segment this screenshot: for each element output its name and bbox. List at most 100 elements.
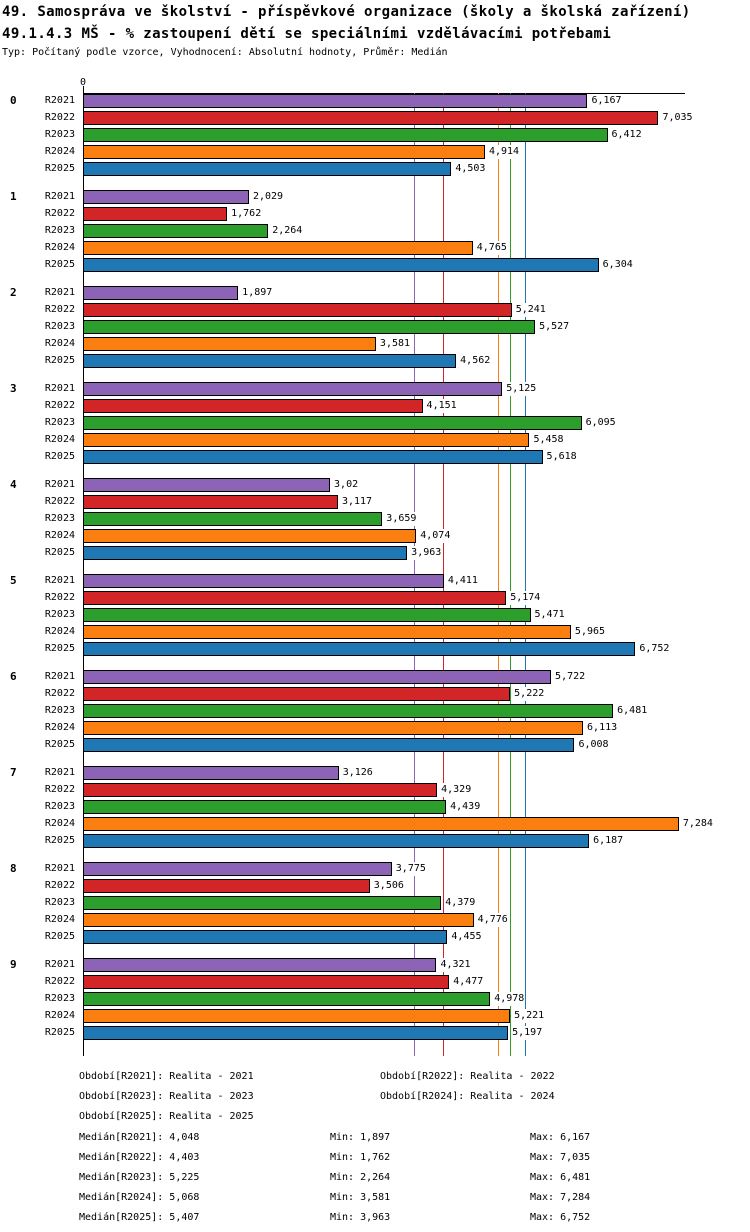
bar-value-label: 5,458 (532, 433, 565, 447)
series-tick-label: R2023 (44, 129, 75, 140)
series-tick-label: R2025 (44, 259, 75, 270)
bar-value-label: 6,481 (616, 704, 649, 718)
bar-value-label: 3,659 (385, 512, 418, 526)
bar-value-label: 4,914 (487, 145, 521, 159)
bar-chart: 0 0 R2021 6,167 R2022 7,035 R2023 6,412 R2024 4,… (10, 77, 714, 1056)
bar-7-r2021 (83, 766, 339, 780)
series-tick-label: R2024 (44, 338, 75, 349)
group-label-3: 3 (10, 382, 17, 395)
axis-origin-label: 0 (79, 77, 87, 88)
bar-8-r2021 (83, 862, 392, 876)
bar-value-label: 4,562 (459, 354, 492, 368)
page-subtitle: Typ: Počítaný podle vzorce, Vyhodnocení:… (2, 47, 448, 58)
bar-value-label: 4,477 (452, 975, 485, 989)
bar-value-label: 4,074 (419, 529, 452, 543)
bar-3-r2025 (83, 450, 543, 464)
bar-value-label: 6,008 (577, 738, 610, 752)
legend-median-r2025: Medián[R2025]: 5,407 (79, 1212, 200, 1223)
bar-0-r2024 (83, 145, 485, 159)
series-tick-label: R2024 (44, 242, 75, 253)
bar-9-r2025 (83, 1026, 509, 1040)
legend-period-r2022: Období[R2022]: Realita - 2022 (380, 1071, 555, 1082)
bar-value-label: 5,221 (513, 1009, 546, 1023)
bar-4-r2025 (83, 546, 408, 560)
bar-value-label: 6,412 (610, 128, 643, 142)
bar-5-r2024 (83, 625, 571, 639)
series-tick-label: R2021 (44, 767, 75, 778)
bar-value-label: 7,035 (661, 111, 694, 125)
bar-3-r2023 (83, 416, 582, 430)
legend-max-r2021: Max: 6,167 (530, 1132, 591, 1143)
series-tick-label: R2024 (44, 914, 75, 925)
bar-value-label: 6,095 (584, 416, 617, 430)
bar-7-r2022 (83, 783, 438, 797)
bar-3-r2022 (83, 399, 423, 413)
bar-6-r2023 (83, 704, 614, 718)
bar-7-r2025 (83, 834, 590, 848)
bar-value-label: 3,02 (333, 478, 360, 492)
bar-6-r2021 (83, 670, 552, 684)
bar-2-r2022 (83, 303, 512, 317)
legend-max-r2023: Max: 6,481 (530, 1172, 591, 1183)
series-tick-label: R2023 (44, 417, 75, 428)
series-tick-label: R2023 (44, 705, 75, 716)
bar-4-r2024 (83, 529, 417, 543)
bar-7-r2023 (83, 800, 447, 814)
series-tick-label: R2022 (44, 400, 75, 411)
series-tick-label: R2022 (44, 208, 75, 219)
series-tick-label: R2025 (44, 931, 75, 942)
bar-value-label: 3,506 (372, 879, 405, 893)
group-label-2: 2 (10, 286, 17, 299)
legend-max-r2022: Max: 7,035 (530, 1152, 591, 1163)
bar-value-label: 5,197 (511, 1026, 544, 1040)
bar-1-r2024 (83, 241, 473, 255)
bar-value-label: 3,963 (410, 546, 443, 560)
bar-value-label: 4,978 (493, 992, 526, 1006)
bar-value-label: 6,167 (590, 94, 623, 108)
bar-value-label: 2,029 (251, 190, 285, 204)
bar-value-label: 5,722 (554, 670, 587, 684)
legend-min-r2022: Min: 1,762 (330, 1152, 391, 1163)
series-tick-label: R2024 (44, 818, 75, 829)
bar-0-r2021 (83, 94, 588, 108)
bar-5-r2023 (83, 608, 531, 622)
series-tick-label: R2024 (44, 626, 75, 637)
legend-median-r2023: Medián[R2023]: 5,225 (79, 1172, 200, 1183)
median-line-r2025 (525, 93, 527, 1056)
series-tick-label: R2023 (44, 513, 75, 524)
series-tick-label: R2022 (44, 688, 75, 699)
series-tick-label: R2024 (44, 146, 75, 157)
bar-3-r2024 (83, 433, 530, 447)
series-tick-label: R2023 (44, 897, 75, 908)
series-tick-label: R2022 (44, 976, 75, 987)
bar-8-r2024 (83, 913, 474, 927)
legend-median-r2021: Medián[R2021]: 4,048 (79, 1132, 200, 1143)
bar-2-r2023 (83, 320, 536, 334)
bar-9-r2021 (83, 958, 437, 972)
series-tick-label: R2025 (44, 739, 75, 750)
bar-2-r2025 (83, 354, 457, 368)
series-tick-label: R2023 (44, 225, 75, 236)
series-tick-label: R2025 (44, 835, 75, 846)
bar-value-label: 1,897 (241, 286, 274, 300)
series-tick-label: R2021 (44, 575, 75, 586)
page-title-line2: 49.1.4.3 MŠ - % zastoupení dětí se speci… (2, 26, 612, 42)
series-tick-label: R2022 (44, 880, 75, 891)
series-tick-label: R2025 (44, 451, 75, 462)
series-tick-label: R2025 (44, 163, 75, 174)
bar-9-r2023 (83, 992, 491, 1006)
bar-value-label: 4,776 (476, 913, 509, 927)
bar-8-r2022 (83, 879, 370, 893)
median-line-r2024 (497, 93, 499, 1056)
legend-median-r2022: Medián[R2022]: 4,403 (79, 1152, 200, 1163)
bar-4-r2022 (83, 495, 338, 509)
series-tick-label: R2022 (44, 304, 75, 315)
bar-value-label: 5,618 (545, 450, 578, 464)
bar-6-r2025 (83, 738, 575, 752)
series-tick-label: R2022 (44, 112, 75, 123)
median-line-r2023 (510, 93, 512, 1056)
page-title-line1: 49. Samospráva ve školství - příspěvkové… (2, 4, 691, 20)
bar-9-r2022 (83, 975, 450, 989)
group-label-9: 9 (10, 958, 17, 971)
